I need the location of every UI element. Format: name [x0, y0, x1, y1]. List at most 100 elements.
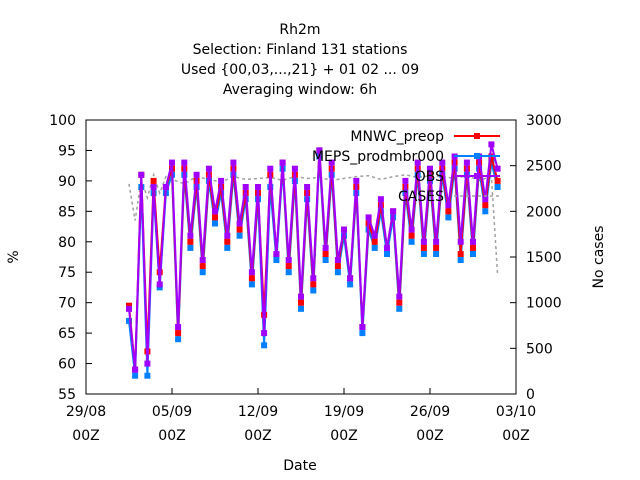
data-point [494, 165, 501, 172]
x-tick-sublabel: 00Z [244, 428, 271, 444]
legend-label: MEPS_prodmbr000 [312, 149, 444, 165]
data-point [236, 226, 243, 233]
data-point [463, 159, 470, 166]
data-point [310, 281, 317, 288]
y-tick-label: 85 [58, 204, 76, 220]
data-point [433, 251, 440, 257]
chart-titles: Rh2m Selection: Finland 131 stations Use… [181, 22, 419, 98]
data-point [408, 238, 415, 245]
data-point [310, 287, 317, 294]
data-point [316, 147, 323, 154]
data-point [377, 196, 384, 203]
title-line-2: Selection: Finland 131 stations [193, 42, 408, 58]
series-line [128, 172, 499, 276]
data-point [181, 159, 188, 166]
data-point [488, 141, 495, 148]
data-point [175, 324, 182, 330]
data-point [236, 232, 243, 239]
x-tick-sublabel: 00Z [330, 428, 357, 444]
data-point [457, 251, 464, 257]
data-point [273, 251, 280, 257]
legend-marker [474, 153, 480, 159]
data-point [328, 159, 335, 166]
series-obs [126, 141, 501, 373]
data-point [298, 293, 304, 300]
data-point [420, 244, 427, 251]
y2-tick-label: 2000 [526, 204, 562, 220]
x-tick-label: 26/09 [410, 404, 450, 420]
data-point [132, 372, 139, 379]
data-point [267, 165, 274, 172]
data-point [285, 263, 292, 270]
data-point [162, 184, 169, 190]
data-point [175, 330, 182, 337]
data-point [285, 269, 292, 276]
y2-tick-label: 0 [526, 387, 535, 403]
data-point [420, 251, 427, 257]
data-point [322, 257, 329, 263]
data-point [433, 244, 440, 251]
data-point [144, 372, 151, 379]
data-point [420, 238, 427, 245]
data-point [298, 305, 304, 312]
data-point [212, 214, 218, 221]
data-point [224, 238, 231, 245]
data-point [285, 257, 292, 263]
data-point [248, 269, 255, 276]
data-point [199, 257, 206, 263]
data-point [482, 208, 489, 215]
y-tick-label: 75 [58, 265, 76, 281]
data-point [390, 208, 397, 215]
data-point [384, 251, 390, 257]
data-point [193, 171, 200, 178]
title-line-3: Used {00,03,...,21} + 01 02 ... 09 [181, 62, 419, 78]
legend-marker [474, 173, 480, 179]
data-point [384, 244, 390, 251]
data-point [132, 366, 139, 373]
legend-label: CASES [398, 189, 444, 205]
data-point [427, 165, 433, 172]
data-point [224, 232, 231, 239]
data-point [138, 171, 145, 178]
data-point [199, 269, 206, 276]
data-point [273, 257, 280, 263]
data-point [150, 177, 157, 184]
data-point [224, 244, 231, 251]
title-line-1: Rh2m [279, 22, 320, 38]
x-tick-sublabel: 00Z [158, 428, 185, 444]
y-tick-label: 80 [58, 235, 76, 251]
data-point [359, 324, 366, 330]
data-point [457, 238, 464, 245]
y-axis-label: % [6, 250, 22, 263]
legend-label: MNWC_preop [350, 129, 444, 145]
data-point [279, 159, 286, 166]
data-point [371, 238, 378, 245]
data-point [126, 317, 132, 324]
axes: 5560657075808590951000500100015002000250… [49, 113, 561, 444]
y-tick-label: 55 [58, 387, 76, 403]
x-tick-sublabel: 00Z [416, 428, 443, 444]
data-point [470, 244, 476, 251]
data-point [494, 177, 501, 184]
x-tick-label: 19/09 [324, 404, 364, 420]
data-point [445, 214, 452, 221]
data-point [212, 208, 218, 215]
data-point [433, 238, 440, 245]
x-axis-label: Date [283, 458, 316, 474]
title-line-4: Averaging window: 6h [223, 82, 377, 98]
data-point [230, 159, 237, 166]
y-tick-label: 65 [58, 326, 76, 342]
data-point [439, 159, 446, 166]
data-point [414, 159, 421, 166]
y2-axis-label: No cases [591, 226, 607, 289]
x-tick-sublabel: 00Z [502, 428, 529, 444]
data-point [396, 293, 403, 300]
data-point [445, 208, 452, 215]
data-point [126, 305, 132, 312]
data-point [408, 226, 415, 233]
data-point [187, 244, 194, 251]
data-point [199, 263, 206, 270]
x-tick-label: 03/10 [496, 404, 536, 420]
data-point [396, 299, 403, 306]
